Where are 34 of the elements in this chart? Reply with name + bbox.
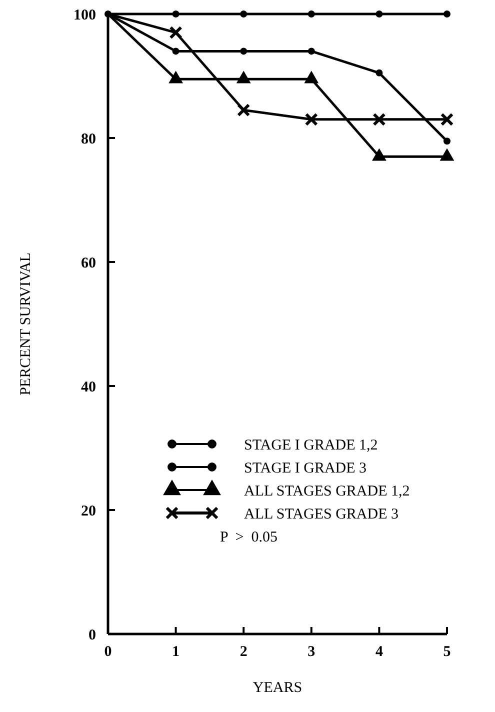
y-tick-label: 0 — [88, 627, 96, 644]
point — [376, 10, 383, 18]
point — [308, 10, 315, 18]
x-tick-label: 0 — [104, 644, 112, 660]
x-tick-label: 1 — [172, 644, 180, 660]
y-tick-label: 80 — [81, 131, 96, 148]
point — [172, 10, 180, 18]
point — [304, 112, 318, 126]
point — [372, 112, 386, 126]
x-tick-label: 4 — [375, 644, 384, 660]
point — [172, 48, 180, 55]
legend-label: STAGE I GRADE 3 — [244, 460, 367, 476]
point — [376, 69, 383, 76]
y-tick-label: 40 — [81, 379, 96, 396]
point — [308, 48, 315, 55]
annotation: P > 0.05 — [220, 529, 278, 546]
legend-label: ALL STAGES GRADE 1,2 — [244, 483, 410, 500]
point — [440, 112, 454, 126]
x-tick-label: 5 — [443, 644, 451, 660]
y-tick-label: 20 — [81, 503, 96, 520]
point — [240, 48, 248, 55]
point — [444, 10, 450, 18]
x-axis-title: YEARS — [252, 680, 302, 696]
y-tick-label: 100 — [74, 7, 96, 24]
y-tick-label: 60 — [81, 255, 96, 272]
point — [240, 10, 248, 18]
legend-label: STAGE I GRADE 1,2 — [244, 437, 378, 454]
point — [169, 26, 182, 40]
x-tick-label: 3 — [308, 644, 316, 660]
y-axis-title: PERCENT SURVIVAL — [18, 252, 34, 396]
point — [236, 103, 250, 117]
point — [444, 138, 450, 145]
x-tick-label: 2 — [240, 644, 248, 660]
legend-label: ALL STAGES GRADE 3 — [244, 506, 398, 522]
